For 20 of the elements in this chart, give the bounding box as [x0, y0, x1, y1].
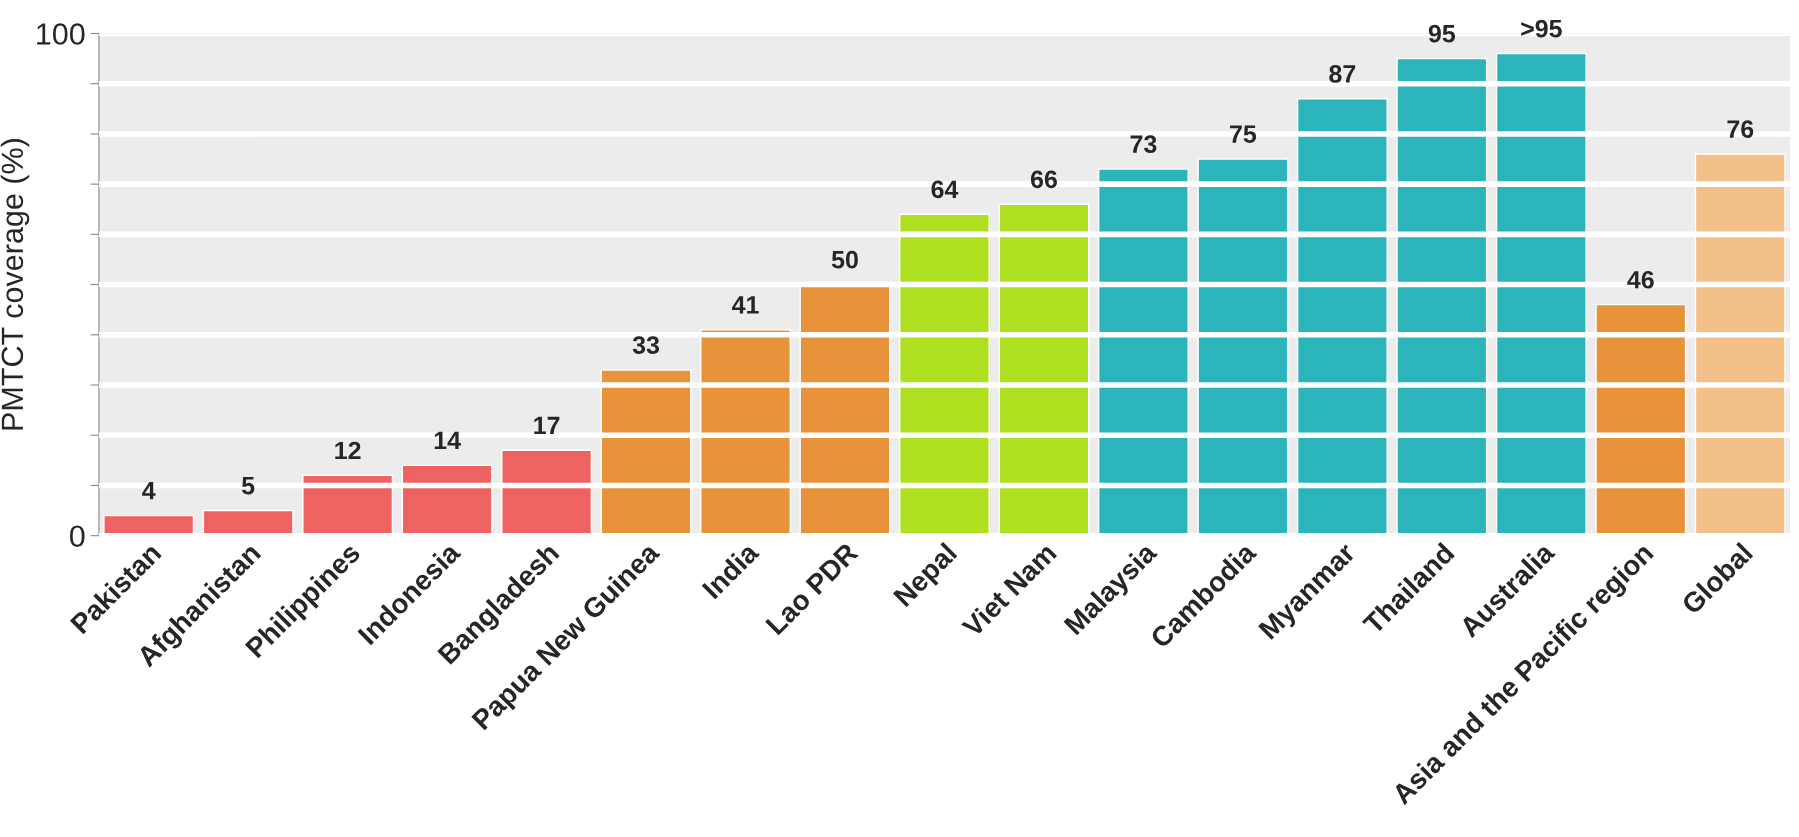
data-label: 75	[1230, 125, 1257, 143]
data-label: 66	[1030, 170, 1057, 189]
data-label: 17	[534, 416, 560, 435]
data-label: 64	[931, 180, 959, 199]
data-label: 95	[1428, 24, 1456, 43]
data-label: >95	[1521, 19, 1562, 38]
data-label: 50	[831, 250, 858, 269]
data-label: 73	[1130, 135, 1157, 154]
y-tick-label: 0	[69, 525, 85, 548]
data-label: 12	[335, 441, 361, 460]
data-label: 41	[732, 296, 759, 314]
data-label: 46	[1627, 270, 1654, 289]
data-label: 76	[1727, 120, 1754, 138]
data-label: 87	[1329, 65, 1356, 83]
data-label: 5	[241, 477, 255, 495]
data-label: 33	[632, 336, 660, 354]
y-tick-label: 100	[37, 23, 85, 45]
data-label: 4	[142, 482, 156, 500]
data-label: 14	[434, 431, 461, 450]
y-axis-title: PMTCT coverage (%)	[0, 139, 30, 430]
